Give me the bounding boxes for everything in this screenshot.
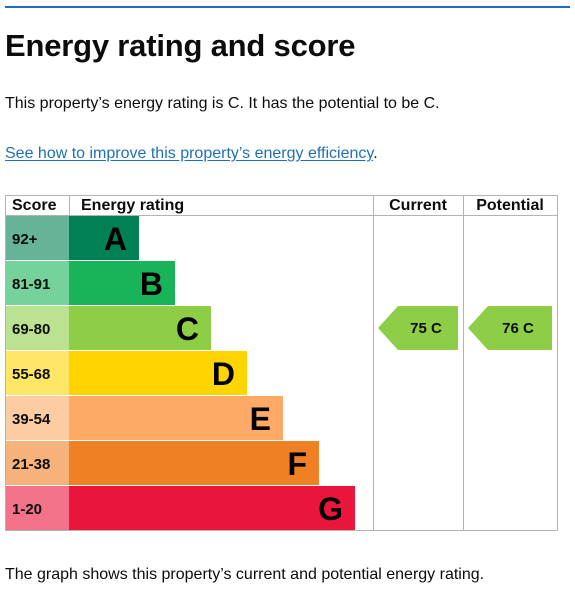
band-range-g: 1-20 bbox=[12, 501, 42, 518]
bands-layer: 92+ A 81-91 B 69-80 C 55-68 D 39-54 E 21-38 F 1-20 G bbox=[5, 216, 355, 530]
band-bar-g bbox=[69, 486, 355, 530]
top-rule bbox=[5, 6, 570, 8]
band-letter-d: D bbox=[212, 356, 235, 392]
energy-rating-chart: 92+ A81-91 B69-80 C55-68 D39-54 E21-38 F1-20 G … bbox=[5, 195, 558, 531]
band-letter-b: B bbox=[140, 266, 163, 302]
page-title: Energy rating and score bbox=[5, 28, 356, 63]
band-bar-c bbox=[69, 306, 211, 350]
potential-rating-label: 76 C bbox=[502, 320, 534, 337]
band-range-c: 69-80 bbox=[12, 321, 50, 338]
band-bar-d bbox=[69, 351, 247, 395]
band-letter-a: A bbox=[104, 221, 127, 257]
potential-rating-arrow bbox=[468, 306, 552, 350]
band-bar-b bbox=[69, 261, 175, 305]
band-bar-e bbox=[69, 396, 283, 440]
band-score-cell-f bbox=[5, 441, 69, 485]
chart-border bbox=[5, 195, 558, 531]
improve-link-line: See how to improve this property’s energ… bbox=[5, 145, 378, 163]
band-letter-c: C bbox=[176, 311, 199, 347]
band-range-d: 55-68 bbox=[12, 366, 50, 383]
band-letter-e: E bbox=[250, 401, 271, 437]
improve-efficiency-link[interactable]: See how to improve this property’s energ… bbox=[5, 145, 374, 162]
current-rating-label: 75 C bbox=[410, 320, 442, 337]
band-range-f: 21-38 bbox=[12, 456, 50, 473]
header-energy-rating: Energy rating bbox=[81, 197, 184, 214]
header-score: Score bbox=[12, 197, 57, 214]
header-layer: Score Energy rating Current Potential bbox=[12, 197, 544, 214]
rating-summary: This property’s energy rating is C. It h… bbox=[5, 95, 440, 112]
grid-layer bbox=[5, 195, 558, 531]
current-rating-arrow bbox=[378, 306, 458, 350]
band-score-cell-a bbox=[5, 216, 69, 260]
indicator-layer: 75 C 76 C bbox=[378, 306, 552, 350]
band-bar-a bbox=[69, 216, 139, 260]
band-bar-f bbox=[69, 441, 319, 485]
band-letter-g: G bbox=[318, 491, 343, 527]
band-score-cell-g bbox=[5, 486, 69, 530]
band-range-e: 39-54 bbox=[12, 411, 51, 428]
band-score-cell-c bbox=[5, 306, 69, 350]
band-score-cell-b bbox=[5, 261, 69, 305]
band-range-b: 81-91 bbox=[12, 276, 50, 293]
link-suffix: . bbox=[373, 145, 378, 162]
chart-caption: The graph shows this property’s current … bbox=[5, 566, 485, 583]
band-score-cell-d bbox=[5, 351, 69, 395]
band-score-cell-e bbox=[5, 396, 69, 440]
band-letter-f: F bbox=[287, 446, 307, 482]
header-potential: Potential bbox=[476, 197, 544, 214]
header-current: Current bbox=[389, 197, 447, 214]
band-range-a: 92+ bbox=[12, 231, 38, 248]
